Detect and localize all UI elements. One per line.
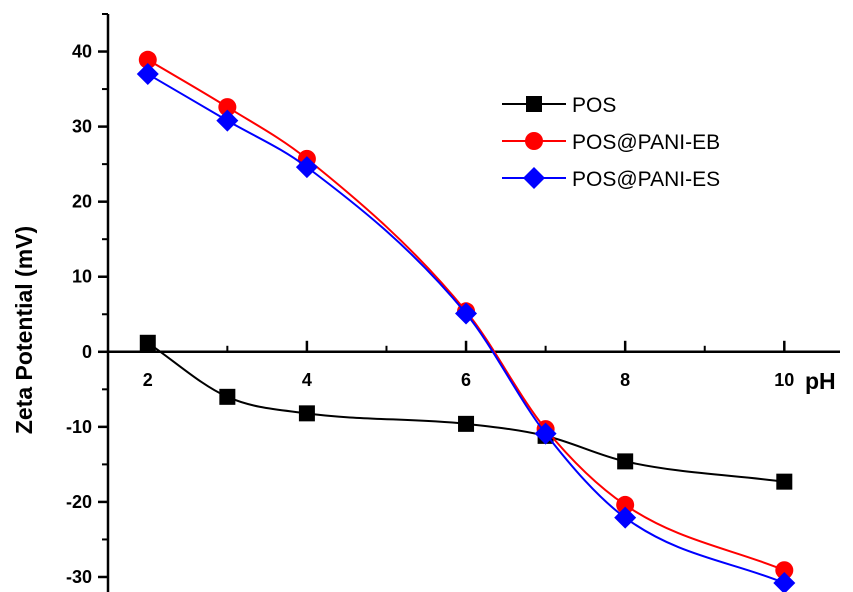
y-tick-label: 40 [72, 42, 92, 62]
data-point [614, 506, 637, 529]
data-point [298, 405, 315, 422]
axes: -30 -20 -10 0 10 20 30 40 2 4 6 8 10 [66, 13, 840, 592]
y-tick-label: -20 [66, 492, 92, 512]
legend-label: POS@PANI-EB [572, 131, 720, 154]
data-point [458, 415, 475, 432]
data-point [216, 109, 239, 132]
series-pos [139, 334, 793, 490]
data-point [218, 98, 237, 117]
y-tick-label: -10 [66, 417, 92, 437]
legend-entry: POS [502, 94, 616, 117]
x-ticks: 2 4 6 8 10 [143, 340, 794, 390]
legend-entry: POS@PANI-EB [502, 131, 720, 154]
legend: POS POS@PANI-EB POS@PANI-ES [502, 94, 720, 191]
legend-label: POS [572, 94, 616, 117]
data-point [139, 334, 156, 351]
x-axis-title: pH [805, 368, 836, 394]
x-tick-label: 4 [302, 370, 312, 390]
legend-marker [525, 132, 543, 150]
series-pos-pani-es [136, 63, 796, 592]
y-tick-label: 30 [72, 117, 92, 137]
data-point [775, 561, 794, 580]
legend-marker [523, 167, 545, 189]
y-tick-label: 0 [82, 342, 92, 362]
data-point [455, 302, 478, 325]
series-line [147, 341, 785, 483]
data-point [295, 156, 318, 179]
data-point [534, 422, 557, 445]
x-tick-label: 6 [461, 370, 471, 390]
x-tick-label: 2 [143, 370, 153, 390]
data-point [773, 571, 796, 592]
y-tick-label: -30 [66, 567, 92, 587]
x-tick-label: 8 [620, 370, 630, 390]
data-point [136, 63, 159, 86]
y-ticks: -30 -20 -10 0 10 20 30 40 [66, 13, 108, 587]
y-tick-label: 10 [72, 267, 92, 287]
y-tick-label: 20 [72, 192, 92, 212]
data-point [617, 453, 634, 470]
data-point [616, 495, 635, 514]
y-axis-title: Zeta Potential (mV) [11, 226, 37, 434]
data-point [138, 50, 157, 69]
data-point [776, 473, 793, 490]
x-tick-label: 10 [774, 370, 794, 390]
data-point [219, 388, 236, 405]
legend-entry: POS@PANI-ES [502, 167, 720, 191]
legend-label: POS@PANI-ES [572, 168, 720, 191]
series-layer [136, 50, 796, 592]
legend-marker [526, 96, 542, 112]
